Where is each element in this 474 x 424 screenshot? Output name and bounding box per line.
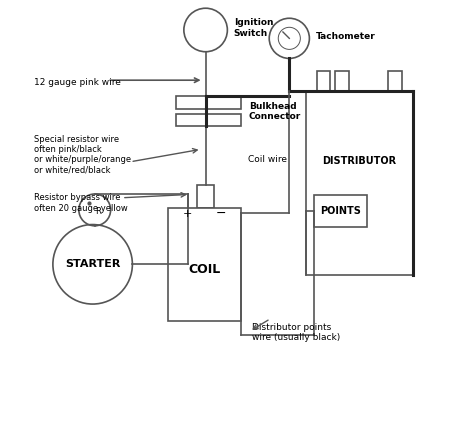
Text: Special resistor wire
often pink/black
or white/purple/orange
or white/red/black: Special resistor wire often pink/black o… bbox=[34, 134, 131, 175]
Text: Distributor points
wire (usually black): Distributor points wire (usually black) bbox=[252, 323, 340, 342]
Text: 12 gauge pink wire: 12 gauge pink wire bbox=[34, 78, 121, 87]
Text: R: R bbox=[95, 206, 101, 216]
Bar bbox=[168, 208, 241, 321]
Bar bbox=[306, 91, 413, 275]
Text: POINTS: POINTS bbox=[320, 206, 361, 216]
Text: Tachometer: Tachometer bbox=[316, 32, 375, 41]
Text: +: + bbox=[183, 209, 192, 219]
Bar bbox=[197, 185, 214, 208]
Text: Bulkhead
Connector: Bulkhead Connector bbox=[249, 102, 301, 121]
Bar bbox=[317, 70, 330, 91]
Text: DISTRIBUTOR: DISTRIBUTOR bbox=[322, 156, 396, 166]
Text: −: − bbox=[216, 207, 227, 220]
Bar bbox=[389, 70, 402, 91]
Text: STARTER: STARTER bbox=[65, 259, 120, 269]
Bar bbox=[314, 195, 367, 227]
Text: Ignition
Switch: Ignition Switch bbox=[234, 18, 273, 38]
Text: Resistor bypass wire
often 20 gauge yellow: Resistor bypass wire often 20 gauge yell… bbox=[34, 193, 128, 212]
Text: Coil wire: Coil wire bbox=[248, 155, 287, 164]
Bar bbox=[335, 70, 349, 91]
Bar bbox=[176, 114, 241, 126]
Bar bbox=[176, 96, 241, 109]
Text: COIL: COIL bbox=[189, 263, 221, 276]
